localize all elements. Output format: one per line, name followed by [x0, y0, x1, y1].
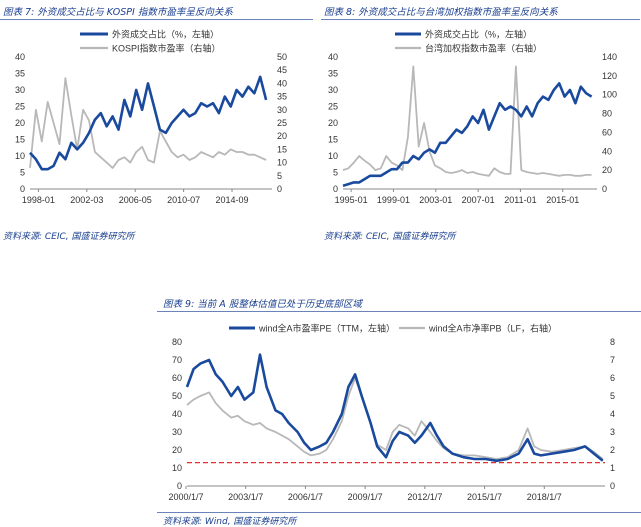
figure-9-caption: 图表 9: 当前 A 股整体估值已处于历史底部区域 [163, 299, 362, 310]
y-right-tick-label: 50 [277, 52, 287, 62]
y-right-tick-label: 35 [277, 92, 287, 102]
legend-label-2: wind全A市净率PB（LF，右轴） [428, 323, 557, 334]
y-right-tick-label: 10 [277, 158, 287, 168]
x-tick-label: 2006/1/7 [288, 492, 323, 502]
y-right-tick-label: 45 [277, 65, 287, 75]
y-right-tick-label: 8 [610, 337, 615, 347]
y-right-tick-label: 30 [277, 105, 287, 115]
y-left-tick-label: 35 [328, 69, 338, 79]
legend-label-1: 外资成交占比（%，左轴） [112, 29, 219, 40]
y-left-tick-label: 20 [172, 445, 182, 455]
x-tick-label: 2000/1/7 [168, 492, 203, 502]
y-left-tick-label: 60 [172, 373, 182, 383]
y-left-tick-label: 20 [328, 118, 338, 128]
y-left-tick-label: 50 [172, 391, 182, 401]
y-left-tick-label: 80 [172, 337, 182, 347]
series-line-1 [342, 82, 593, 187]
y-left-tick-label: 35 [15, 69, 25, 79]
y-left-tick-label: 40 [15, 52, 25, 62]
x-tick-label: 1995-01 [335, 195, 368, 205]
y-right-tick-label: 0 [602, 184, 607, 194]
legend-label-2: KOSPI指数市盈率（右轴） [112, 43, 221, 54]
x-tick-label: 2015/1/7 [467, 492, 502, 502]
y-right-tick-label: 1 [610, 463, 615, 473]
y-left-tick-label: 30 [15, 85, 25, 95]
y-right-tick-label: 5 [277, 171, 282, 181]
figure-7-caption-rule [0, 19, 313, 20]
y-right-tick-label: 80 [602, 109, 612, 119]
x-tick-label: 2015-01 [546, 195, 579, 205]
y-left-tick-label: 20 [15, 118, 25, 128]
y-right-tick-label: 7 [610, 355, 615, 365]
y-left-tick-label: 40 [172, 409, 182, 419]
series-line-2 [342, 65, 592, 177]
x-tick-label: 2003-01 [419, 195, 452, 205]
x-tick-label: 2009/1/7 [348, 492, 383, 502]
figure-9-caption-rule [157, 311, 641, 312]
y-right-tick-label: 6 [610, 373, 615, 383]
y-right-tick-label: 15 [277, 144, 287, 154]
y-right-tick-label: 5 [610, 391, 615, 401]
x-tick-label: 1999-01 [377, 195, 410, 205]
legend-label-1: wind全A市盈率PE（TTM，左轴） [258, 323, 395, 334]
series-line-2 [186, 377, 604, 460]
y-right-tick-label: 0 [610, 481, 615, 491]
figure-9-chart: 0 10 20 30 40 50 60 70 80 0 1 2 3 4 5 6 7 8 2000/1/7 2003/1… [168, 323, 615, 503]
figure-8-source: 资料来源: CEIC, 国盛证券研究所 [324, 232, 456, 242]
y-right-tick-label: 25 [277, 118, 287, 128]
y-left-tick-label: 25 [15, 102, 25, 112]
y-left-tick-label: 40 [328, 52, 338, 62]
figure-8-chart: 0 5 10 15 20 25 30 35 40 0 20 40 60 80 100 120 140 1995-0… [328, 29, 617, 206]
legend-label-1: 外资成交占比（%，左轴） [425, 29, 532, 40]
x-tick-label: 2007-01 [462, 195, 495, 205]
y-left-tick-label: 10 [328, 151, 338, 161]
figure-9-bottom-rule [157, 512, 641, 513]
y-left-tick-label: 0 [177, 481, 182, 491]
x-tick-label: 2006-05 [119, 195, 152, 205]
y-right-tick-label: 2 [610, 445, 615, 455]
x-tick-label: 2011-01 [504, 195, 536, 205]
legend-label-2: 台湾加权指数市盈率（右轴） [425, 43, 542, 54]
y-left-tick-label: 15 [328, 135, 338, 145]
y-left-tick-label: 5 [333, 168, 338, 178]
y-right-tick-label: 20 [602, 165, 612, 175]
y-left-tick-label: 5 [20, 168, 25, 178]
figure-7-chart: 0 5 10 15 20 25 30 35 40 0 5 10 15 20 25 30 35 40 45 50 1998… [15, 29, 287, 206]
y-left-tick-label: 0 [20, 184, 25, 194]
y-right-tick-label: 140 [602, 52, 617, 62]
x-tick-label: 2010-07 [167, 195, 200, 205]
x-tick-label: 2003/1/7 [228, 492, 263, 502]
x-tick-label: 2002-03 [70, 195, 103, 205]
y-right-tick-label: 3 [610, 427, 615, 437]
y-right-tick-label: 120 [602, 71, 617, 81]
y-right-tick-label: 60 [602, 127, 612, 137]
y-left-tick-label: 30 [172, 427, 182, 437]
y-right-tick-label: 100 [602, 90, 617, 100]
y-left-tick-label: 70 [172, 355, 182, 365]
y-left-tick-label: 30 [328, 85, 338, 95]
x-tick-label: 2018/1/7 [527, 492, 562, 502]
y-left-tick-label: 10 [172, 463, 182, 473]
y-left-tick-label: 15 [15, 135, 25, 145]
y-left-tick-label: 10 [15, 151, 25, 161]
series-line-1 [185, 353, 604, 463]
series-line-1 [29, 75, 268, 171]
figure-7-source: 资料来源: CEIC, 国盛证券研究所 [3, 232, 135, 242]
figure-9-source: 资料来源: Wind, 国盛证券研究所 [163, 517, 297, 527]
y-right-tick-label: 40 [602, 146, 612, 156]
x-tick-label: 2014-09 [216, 195, 249, 205]
y-left-tick-label: 0 [333, 184, 338, 194]
y-left-tick-label: 25 [328, 102, 338, 112]
figure-8-caption-rule [321, 19, 640, 20]
series-line-2 [29, 77, 267, 169]
y-right-tick-label: 40 [277, 78, 287, 88]
figure-8-caption: 图表 8: 外资成交占比与台湾加权指数市盈率呈反向关系 [324, 7, 558, 18]
y-right-tick-label: 0 [277, 184, 282, 194]
figure-7-caption: 图表 7: 外资成交占比与 KOSPI 指数市盈率呈反向关系 [3, 7, 233, 18]
y-right-tick-label: 4 [610, 409, 615, 419]
x-tick-label: 1998-01 [22, 195, 55, 205]
x-tick-label: 2012/1/7 [407, 492, 442, 502]
y-right-tick-label: 20 [277, 131, 287, 141]
